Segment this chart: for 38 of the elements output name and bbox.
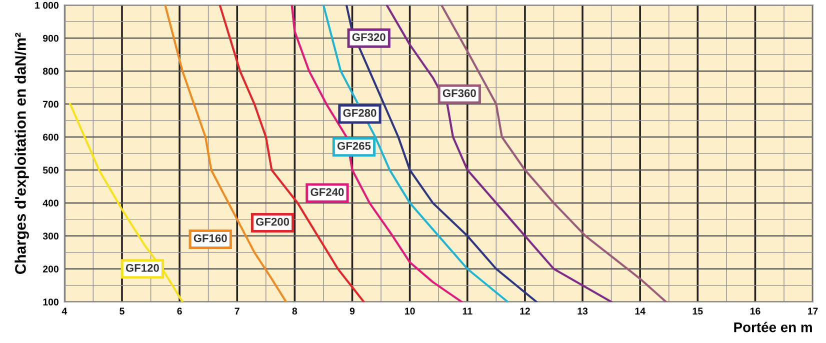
y-tick-label: 300 [42, 232, 58, 240]
line-series [164, 5, 288, 302]
x-tick-label: 5 [120, 308, 124, 315]
y-tick-label: 900 [42, 34, 58, 42]
x-tick-label: 7 [234, 308, 240, 314]
y-tick-label: 1 000 [35, 2, 58, 9]
line-series [440, 5, 668, 302]
series-label: GF240 [310, 188, 344, 196]
line-series [386, 5, 612, 302]
x-tick-label: 11 [462, 308, 472, 314]
y-tick-label: 500 [42, 166, 58, 174]
line-series [69, 103, 184, 302]
series-label: GF200 [256, 218, 290, 226]
series-label: GF120 [126, 264, 159, 272]
series-label: GF265 [337, 142, 371, 150]
x-tick-label: 6 [177, 308, 182, 315]
series-label: GF320 [352, 33, 386, 42]
y-tick-label: 200 [42, 266, 58, 272]
series-label: GF160 [194, 234, 227, 242]
y-tick-label: 800 [42, 68, 58, 75]
x-tick-label: 12 [520, 308, 530, 314]
x-tick-label: 14 [635, 308, 646, 314]
series-label: GF280 [343, 109, 376, 117]
x-tick-label: 10 [405, 308, 415, 315]
x-tick-label: 4 [62, 308, 68, 314]
x-tick-label: 15 [692, 308, 703, 315]
y-tick-label: 600 [43, 134, 58, 141]
y-tick-label: 400 [42, 200, 58, 207]
series-label: GF360 [442, 89, 476, 98]
x-axis-title: Portée en m [734, 322, 812, 332]
x-tick-label: 17 [808, 308, 818, 314]
x-tick-label: 13 [578, 308, 588, 315]
y-tick-label: 100 [43, 298, 58, 306]
y-tick-label: 700 [43, 100, 58, 108]
x-tick-label: 9 [350, 308, 355, 315]
x-tick-label: 8 [292, 308, 298, 315]
y-axis-title: Charges d'exploitation en daN/m² [14, 32, 29, 274]
x-tick-label: 16 [750, 308, 760, 315]
